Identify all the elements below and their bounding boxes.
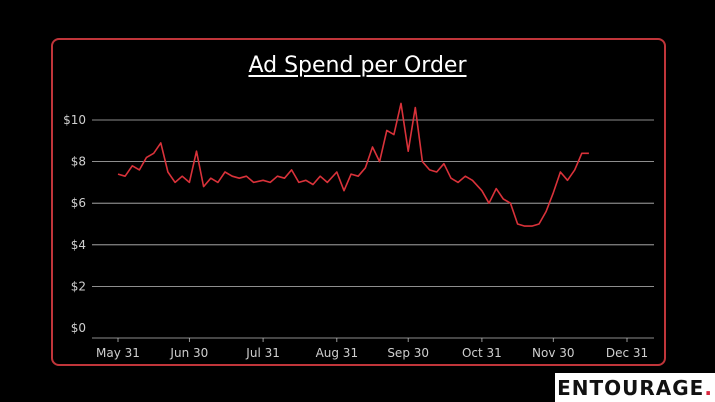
x-tick-label: May 31	[96, 346, 140, 360]
x-tick-label: Aug 31	[316, 346, 359, 360]
entourage-logo: ENTOURAGE.	[555, 373, 715, 402]
y-tick-label: $8	[71, 155, 86, 169]
x-tick-label: Nov 30	[532, 346, 575, 360]
logo-text: ENTOURAGE	[557, 375, 705, 400]
y-tick-label: $2	[71, 279, 86, 293]
x-tick-label: Jul 31	[245, 346, 280, 360]
series-line	[117, 102, 589, 227]
x-tick-label: Jun 30	[169, 346, 208, 360]
y-tick-label: $0	[71, 321, 86, 335]
x-tick-label: Oct 31	[462, 346, 502, 360]
chart-card	[51, 38, 666, 366]
x-tick-label: Dec 31	[606, 346, 648, 360]
y-tick-label: $10	[63, 113, 86, 127]
gridlines	[92, 119, 654, 339]
x-tick-label: Sep 30	[387, 346, 429, 360]
y-axis-ticks: $0 $2 $4 $6 $8 $10	[63, 113, 86, 335]
chart-title: Ad Spend per Order	[248, 53, 467, 78]
y-tick-label: $4	[71, 238, 86, 252]
y-tick-label: $6	[71, 196, 86, 210]
logo-dot: .	[704, 375, 713, 400]
x-axis-ticks: May 31 Jun 30 Jul 31 Aug 31 Sep 30 Oct 31 Nov …	[96, 338, 648, 360]
